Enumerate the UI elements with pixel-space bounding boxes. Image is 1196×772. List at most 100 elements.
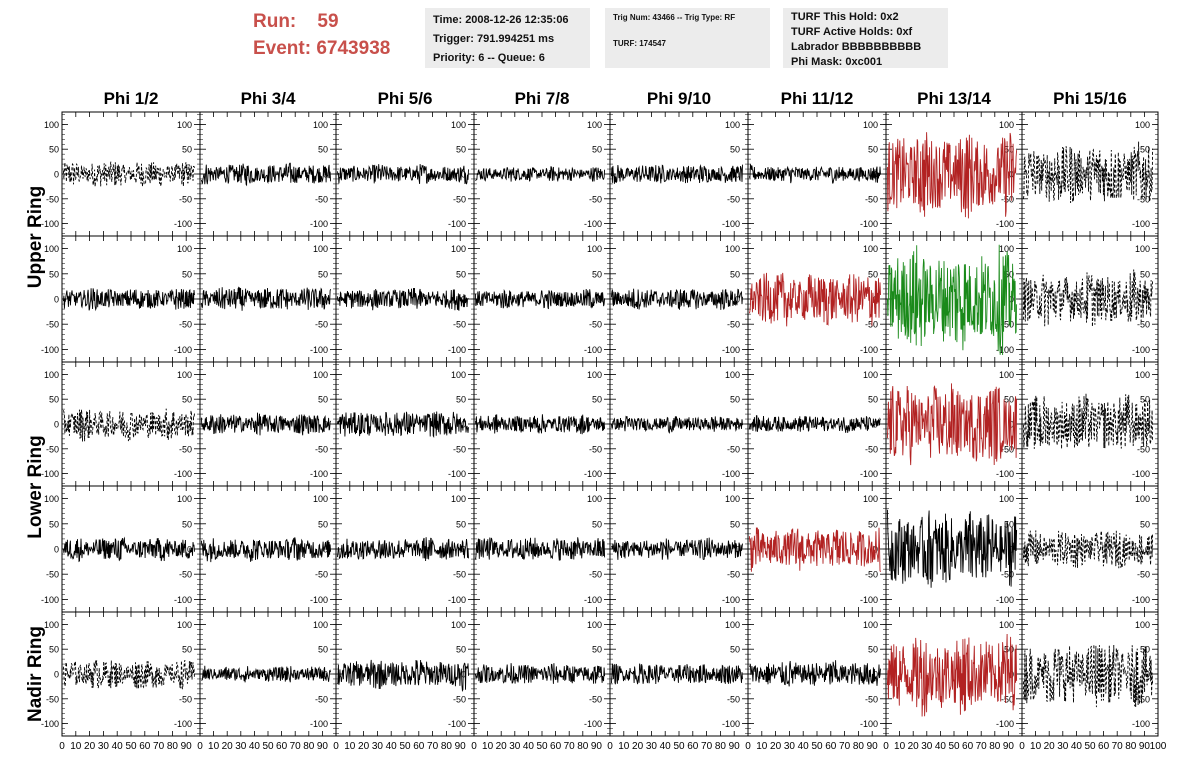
y-tick-label: -50 <box>46 694 59 704</box>
y-tick-label: 100 <box>177 120 192 130</box>
y-tick-label: 100 <box>725 370 740 380</box>
x-tick-label: 80 <box>1125 741 1137 752</box>
y-tick-label: -100 <box>996 345 1014 355</box>
x-tick-label: 40 <box>935 741 947 752</box>
waveform-trace <box>200 537 332 563</box>
y-tick-label: 100 <box>1135 370 1150 380</box>
y-tick-label: -50 <box>1137 570 1150 580</box>
x-tick-label: 10 <box>894 741 906 752</box>
x-tick-label: 0 <box>607 741 613 752</box>
y-tick-label: -50 <box>589 570 602 580</box>
y-tick-label: -50 <box>865 194 878 204</box>
y-tick-label: 50 <box>592 395 602 405</box>
waveform-trace <box>475 166 606 183</box>
y-tick-label: -100 <box>174 595 192 605</box>
x-tick-label: 70 <box>1112 741 1124 752</box>
x-tick-label: 10 <box>344 741 356 752</box>
trig-info-box: Trig Num: 43466 -- Trig Type: RF TURF: 1… <box>605 8 770 68</box>
y-tick-label: 50 <box>49 519 59 529</box>
y-tick-label: -50 <box>865 570 878 580</box>
y-tick-label: 100 <box>451 620 466 630</box>
y-tick-label: 100 <box>587 120 602 130</box>
x-tick-label: 90 <box>455 741 467 752</box>
y-tick-label: -100 <box>584 219 602 229</box>
y-tick-label: -50 <box>1137 444 1150 454</box>
y-tick-label: -50 <box>1001 570 1014 580</box>
y-tick-label: -100 <box>860 595 878 605</box>
column-header: Phi 9/10 <box>647 89 711 108</box>
run-line: Run: 59 <box>253 8 390 35</box>
x-tick-label: 30 <box>235 741 247 752</box>
x-tick-label: 10 <box>70 741 82 752</box>
y-tick-label: 100 <box>1135 244 1150 254</box>
panel-frame <box>473 611 611 737</box>
y-tick-label: 50 <box>1140 269 1150 279</box>
x-tick-label: 90 <box>1139 741 1151 752</box>
y-tick-label: -100 <box>41 219 59 229</box>
y-tick-label: 50 <box>592 645 602 655</box>
y-tick-label: -50 <box>46 570 59 580</box>
y-tick-label: -100 <box>996 469 1014 479</box>
x-tick-label: 70 <box>153 741 165 752</box>
x-tick-label: 50 <box>262 741 274 752</box>
y-tick-label: 50 <box>456 145 466 155</box>
x-tick-label: 10 <box>208 741 220 752</box>
x-tick-label: 50 <box>125 741 137 752</box>
waveform-trace <box>611 537 743 561</box>
x-tick-label: 70 <box>564 741 576 752</box>
y-tick-label: 100 <box>863 120 878 130</box>
y-tick-label: 0 <box>323 545 328 555</box>
labrador-text: Labrador BBBBBBBBBB <box>791 41 922 53</box>
y-tick-label: 100 <box>313 370 328 380</box>
y-tick-label: -50 <box>179 194 192 204</box>
x-tick-label: 70 <box>427 741 439 752</box>
y-tick-label: -100 <box>310 595 328 605</box>
event-value: 6743938 <box>316 38 391 59</box>
y-tick-label: 50 <box>592 519 602 529</box>
x-tick-label: 40 <box>386 741 398 752</box>
x-tick-label: 20 <box>632 741 644 752</box>
y-tick-label: -100 <box>722 719 740 729</box>
y-tick-label: 50 <box>1140 145 1150 155</box>
waveform-trace <box>886 132 1018 219</box>
y-tick-label: 50 <box>1004 645 1014 655</box>
y-tick-label: 0 <box>323 670 328 680</box>
y-tick-label: -100 <box>41 595 59 605</box>
x-tick-label: 30 <box>98 741 110 752</box>
y-tick-label: -50 <box>46 320 59 330</box>
x-tick-label: 60 <box>687 741 699 752</box>
row-group-label: Nadir Ring <box>25 626 46 722</box>
y-tick-label: -50 <box>453 444 466 454</box>
x-tick-label: 40 <box>249 741 261 752</box>
x-tick-label: 40 <box>798 741 810 752</box>
waveform-trace <box>1022 269 1154 327</box>
x-tick-label: 0 <box>59 741 65 752</box>
y-tick-label: 50 <box>182 645 192 655</box>
y-tick-label: 100 <box>177 370 192 380</box>
y-tick-label: 100 <box>451 370 466 380</box>
y-tick-label: -50 <box>46 194 59 204</box>
waveform-trace <box>748 163 881 184</box>
y-tick-label: 50 <box>868 269 878 279</box>
y-tick-label: -50 <box>315 694 328 704</box>
event-line: Event: 6743938 <box>253 35 390 62</box>
trig-text: Trig Num: 43466 -- Trig Type: RF <box>613 13 736 22</box>
run-label: Run: <box>253 11 297 32</box>
turf-active-holds: TURF Active Holds: 0xf <box>791 26 913 38</box>
column-header: Phi 7/8 <box>515 89 570 108</box>
x-tick-label: 50 <box>673 741 685 752</box>
waveform-trace <box>62 536 195 563</box>
x-tick-label: 0 <box>1019 741 1025 752</box>
x-tick-label: 0 <box>333 741 339 752</box>
y-tick-label: 100 <box>587 494 602 504</box>
column-header: Phi 5/6 <box>378 89 433 108</box>
y-tick-label: 100 <box>177 494 192 504</box>
y-tick-label: 100 <box>999 244 1014 254</box>
y-tick-label: -100 <box>996 719 1014 729</box>
x-tick-label: 90 <box>729 741 741 752</box>
y-tick-label: 50 <box>182 269 192 279</box>
y-tick-label: -50 <box>179 320 192 330</box>
y-tick-label: 0 <box>873 670 878 680</box>
y-tick-label: -50 <box>46 444 59 454</box>
x-tick-label: 60 <box>550 741 562 752</box>
